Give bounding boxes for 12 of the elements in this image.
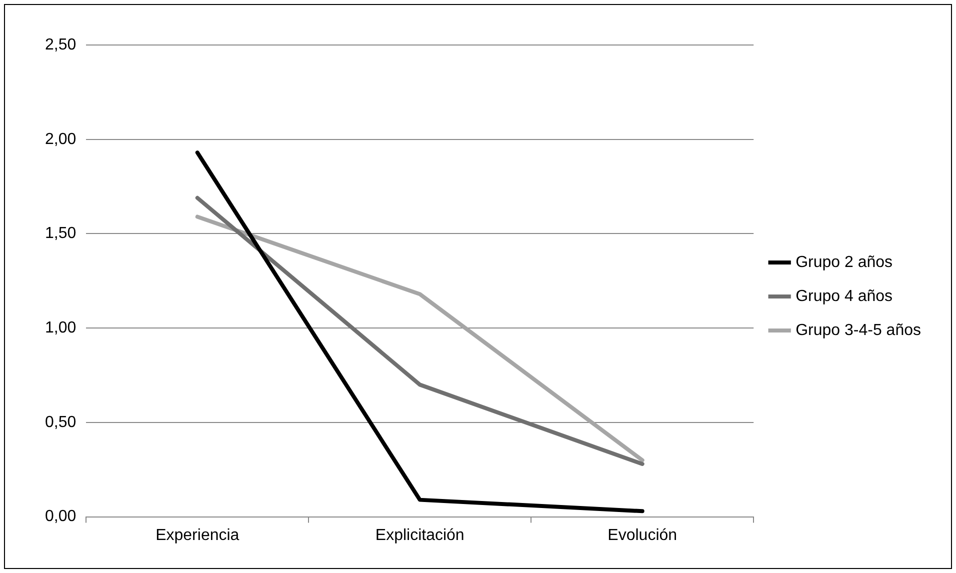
- x-tick-label: Experiencia: [156, 526, 240, 544]
- x-tick-label: Evolución: [608, 526, 678, 544]
- y-tick-label: 2,00: [45, 130, 76, 148]
- legend-label: Grupo 2 años: [796, 254, 893, 271]
- y-tick-label: 0,00: [45, 508, 76, 526]
- y-tick-label: 1,00: [45, 319, 76, 336]
- y-tick-label: 1,50: [45, 225, 76, 242]
- y-tick-label: 2,50: [45, 36, 76, 54]
- x-tick-label: Explicitación: [375, 526, 464, 544]
- legend-label: Grupo 3-4-5 años: [796, 322, 921, 339]
- y-tick-label: 0,50: [45, 414, 76, 431]
- legend-label: Grupo 4 años: [796, 288, 893, 305]
